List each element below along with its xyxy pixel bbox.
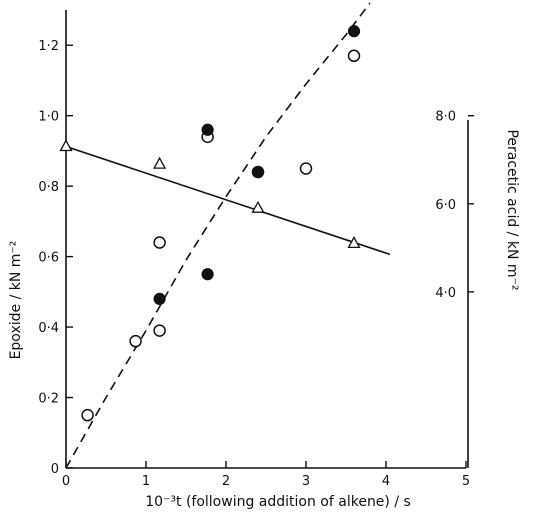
y-tick-label: 0·4 [38, 321, 59, 336]
y-right-tick-label: 4·0 [435, 286, 456, 301]
open-triangle-point [251, 200, 265, 213]
tick-labels: 0 1 2 3 4 5 0 0·2 0·4 0·6 0·8 1·0 1·2 4·0 6·0 8·0 [38, 39, 470, 489]
open-circle-point [153, 236, 166, 249]
y-tick-label: 0·6 [38, 251, 59, 266]
open-triangle-point [153, 156, 167, 169]
open-circle-point [153, 324, 166, 337]
data-points [59, 25, 361, 422]
filled-circle-point [201, 123, 214, 136]
x-tick-label: 5 [462, 474, 470, 489]
filled-circle-point [201, 268, 214, 281]
open-circle-point [81, 408, 94, 422]
right-axis-title: Peracetic acid / kN m⁻² [504, 129, 520, 290]
filled-circle-point [251, 165, 265, 179]
y-tick-label: 0 [51, 462, 59, 477]
y-tick-label: 0·2 [38, 392, 59, 407]
open-triangle-point [59, 139, 73, 152]
y-tick-label: 0·8 [38, 180, 59, 195]
y-right-tick-label: 8·0 [435, 110, 456, 125]
filled-circle-point [347, 25, 361, 38]
open-triangle-point [347, 236, 361, 249]
x-tick-label: 2 [222, 474, 230, 489]
x-tick-label: 0 [62, 474, 70, 489]
open-circle-point [129, 334, 142, 348]
open-circle-point [347, 49, 361, 63]
y-tick-label: 1·0 [38, 110, 59, 125]
dashed-curve [65, 2, 371, 469]
y-right-tick-label: 6·0 [435, 198, 456, 213]
x-tick-label: 4 [382, 474, 390, 489]
y-tick-label: 1·2 [38, 39, 59, 54]
open-circle-point [299, 162, 313, 175]
x-axis-title: 10⁻³t (following addition of alkene) / s [145, 494, 411, 510]
y-axis-title: Epoxide / kN m⁻² [8, 241, 24, 360]
x-tick-label: 1 [142, 474, 150, 489]
axes [65, 10, 469, 469]
filled-circle-point [153, 292, 166, 305]
fit-lines [65, 2, 391, 469]
solid-trend-line [65, 145, 391, 256]
ticks [65, 44, 474, 469]
x-tick-label: 3 [302, 474, 310, 489]
